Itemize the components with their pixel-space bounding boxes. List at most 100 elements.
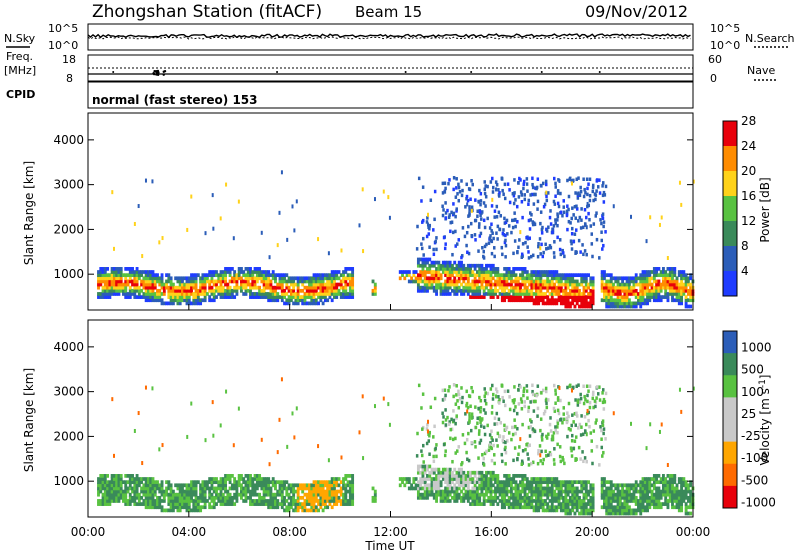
power-cell (675, 298, 679, 303)
power-cell (158, 298, 162, 303)
power-cell (605, 295, 609, 299)
power-cell (142, 292, 146, 296)
velocity-cell (312, 483, 316, 488)
velocity-cell (509, 502, 513, 506)
velocity-cell (199, 483, 203, 488)
power-cell (323, 285, 327, 290)
velocity-cell (512, 408, 516, 413)
velocity-cell (512, 480, 516, 485)
power-cell (97, 273, 100, 278)
velocity-cell (226, 492, 230, 497)
power-cell (457, 267, 461, 271)
power-cell (468, 205, 471, 209)
velocity-cell (210, 492, 214, 497)
velocity-cell (632, 483, 636, 488)
power-cell (630, 292, 634, 296)
power-cell (566, 178, 569, 183)
power-cell (444, 288, 448, 293)
velocity-cell (423, 464, 427, 469)
velocity-cell (403, 477, 407, 481)
velocity-cell (253, 499, 257, 503)
velocity-cell (153, 480, 157, 485)
power-cell (187, 292, 191, 296)
nsearch-label: N.Search (745, 32, 795, 45)
velocity-cell (151, 495, 155, 500)
velocity-cell (169, 495, 173, 500)
velocity-cell (212, 499, 216, 503)
velocity-cell (448, 474, 452, 478)
power-cell (457, 276, 461, 281)
velocity-cell (219, 486, 223, 491)
power-cell (471, 292, 475, 296)
power-cell (271, 295, 275, 299)
velocity-cell (192, 480, 196, 485)
power-cell (641, 301, 645, 306)
power-cell (228, 295, 232, 299)
power-cell (319, 279, 323, 284)
power-cell (657, 282, 661, 287)
power-cell (523, 285, 527, 290)
power-cell (516, 298, 520, 303)
power-cell (140, 273, 144, 278)
power-cell (516, 276, 520, 281)
power-cell (675, 285, 679, 290)
velocity-cell (555, 505, 559, 510)
power-cell (689, 295, 693, 299)
power-cell (607, 292, 611, 296)
velocity-cell (519, 492, 522, 497)
nsearch-line (87, 36, 691, 40)
velocity-cell (505, 477, 509, 481)
power-cell (491, 292, 495, 296)
velocity-cell (605, 489, 609, 494)
velocity-cell (133, 486, 137, 491)
velocity-cell (453, 492, 457, 497)
power-cell (586, 192, 589, 197)
velocity-cell (153, 483, 157, 488)
power-cell (602, 243, 605, 248)
velocity-cell (485, 489, 488, 494)
velocity-cell (583, 429, 587, 433)
power-cell (457, 273, 461, 278)
velocity-cell (584, 502, 588, 506)
velocity-cell (267, 486, 271, 491)
velocity-cell (578, 422, 582, 427)
power-cell (421, 220, 424, 224)
velocity-cell (546, 508, 550, 513)
power-cell (255, 273, 259, 278)
velocity-cell (106, 502, 110, 506)
power-cell (280, 285, 284, 290)
velocity-cell (477, 406, 480, 411)
power-cell (226, 288, 230, 293)
power-cell (314, 298, 318, 303)
power-cell (153, 282, 157, 287)
velocity-cell (569, 446, 573, 450)
power-cell (187, 301, 191, 306)
velocity-cell (643, 499, 647, 503)
velocity-cell (516, 492, 520, 497)
velocity-cell (456, 449, 459, 453)
power-cell (323, 276, 327, 281)
velocity-cell (348, 474, 352, 478)
velocity-cell (555, 486, 559, 491)
power-cell (151, 273, 155, 278)
power-cell (689, 285, 693, 290)
velocity-cell (101, 474, 105, 478)
power-cell (521, 215, 524, 220)
power-cell (269, 285, 273, 290)
velocity-cell (552, 431, 556, 435)
velocity-cell (659, 495, 663, 500)
velocity-cell (655, 502, 659, 506)
velocity-cell (160, 480, 164, 485)
velocity-cell (192, 499, 196, 503)
power-cell (584, 282, 588, 287)
velocity-cell (634, 486, 638, 491)
power-cell (564, 273, 568, 278)
power-cell (112, 246, 115, 251)
velocity-cell (637, 502, 640, 506)
power-cell (603, 295, 606, 299)
power-cell (500, 295, 504, 299)
power-cell (269, 295, 273, 299)
power-cell (262, 276, 266, 281)
power-cell (466, 267, 470, 271)
power-cell (675, 292, 679, 296)
